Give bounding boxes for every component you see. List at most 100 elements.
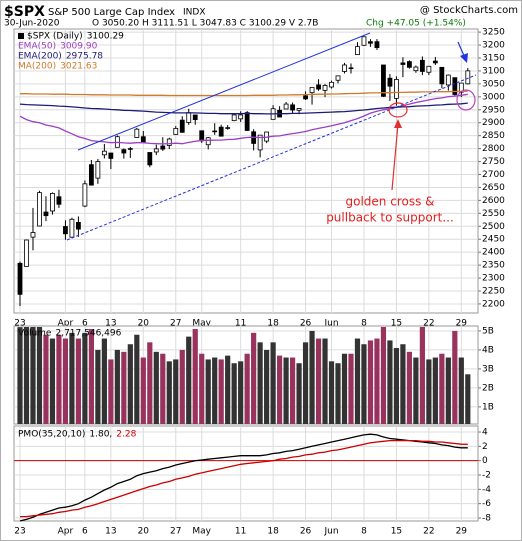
y-tick-label: 5B (482, 326, 494, 336)
volume-bar (257, 342, 263, 424)
x-tick-label: 15 (391, 527, 402, 537)
y-tick-label: 0 (482, 456, 488, 466)
candle-body (30, 232, 36, 238)
candle-body (147, 152, 153, 166)
volume-bar (140, 357, 146, 424)
candle-body (127, 148, 133, 150)
volume-bar (374, 338, 380, 424)
y-tick-label: -8 (482, 513, 491, 523)
candle-body (101, 150, 107, 156)
source: @ StockCharts.com (420, 5, 518, 16)
y-tick-label: 2400 (482, 248, 505, 258)
candle-body (108, 152, 114, 159)
volume-bar (17, 327, 23, 424)
line-series (19, 102, 468, 115)
volume-bar (62, 338, 69, 424)
volume-bar (270, 342, 276, 424)
candle-body (218, 126, 224, 137)
line-series (20, 439, 468, 518)
candle-body (303, 95, 308, 100)
volume-bar (134, 334, 140, 424)
candle-body (426, 65, 432, 73)
x-tick-label: 13 (105, 527, 116, 537)
y-tick-label: -4 (482, 485, 491, 495)
y-tick-label: 3250 (482, 28, 505, 38)
line-series (20, 90, 468, 97)
volume-bar (121, 351, 127, 424)
candle-body (63, 226, 68, 235)
candle-body (283, 103, 289, 110)
candle-body (88, 164, 94, 186)
candle-body (17, 262, 23, 295)
exchange: INDX (183, 8, 205, 18)
volume-bar (173, 359, 179, 424)
y-tick-label: 2700 (482, 170, 505, 180)
candle-body (69, 218, 75, 238)
volume-bar (88, 329, 94, 424)
y-tick-label: 2900 (482, 118, 505, 128)
y-tick-label: 3100 (482, 66, 505, 76)
volume-bar (406, 351, 412, 424)
legend-label: $SPX (Daily) (27, 32, 83, 42)
x-tick-label: May (192, 527, 211, 537)
candle-body (290, 104, 295, 111)
legend-label: MA(200) (18, 62, 56, 72)
panel (13, 28, 479, 314)
x-tick-label: 22 (423, 319, 434, 329)
x-tick-label: 8 (361, 527, 367, 537)
candle-body (199, 130, 205, 142)
trend-line (66, 74, 477, 241)
x-tick-label: 18 (267, 527, 279, 537)
symbol: $SPX (4, 4, 45, 20)
volume-bar (289, 357, 296, 424)
volume-bar (108, 359, 114, 424)
legend-label: 2.28 (116, 430, 136, 440)
volume-bar (75, 338, 82, 424)
candle-body (179, 119, 185, 133)
volume-bar (160, 353, 166, 424)
volume-bar (49, 338, 56, 424)
volume-bar (147, 342, 153, 424)
legend-label: 1.80, (89, 430, 112, 440)
y-tick-label: 2 (482, 442, 488, 452)
candle-body (43, 211, 49, 217)
volume-bar (432, 357, 438, 424)
x-tick-label: Jun (323, 319, 338, 329)
y-tick-label: 2300 (482, 274, 505, 284)
volume-bar (205, 359, 211, 424)
change: Chg +47.05 (+1.54%) (366, 19, 466, 29)
volume-bar (218, 359, 224, 424)
volume-bar (238, 361, 244, 424)
volume-bar (56, 334, 62, 424)
candle-body (160, 145, 166, 150)
x-tick-label: Apr (58, 527, 74, 537)
volume-bar (445, 357, 451, 424)
x-tick-label: May (192, 319, 211, 329)
candle-body (439, 66, 445, 85)
candle-body (186, 112, 192, 123)
candle-body (465, 70, 471, 85)
candle-body (387, 77, 393, 87)
y-tick-label: 2650 (482, 183, 505, 193)
y-tick-label: 3200 (482, 41, 505, 51)
candle-body (296, 108, 302, 111)
x-tick-label: 11 (235, 527, 246, 537)
y-tick-label: 2500 (482, 222, 505, 232)
volume-bar (341, 353, 348, 424)
volume-bar (225, 355, 231, 424)
y-tick-label: -6 (482, 499, 491, 509)
volume-bar (413, 357, 419, 424)
volume-bar (458, 357, 464, 424)
x-tick-label: 29 (456, 527, 468, 537)
x-tick-label: 8 (361, 319, 367, 329)
x-tick-label: Apr (58, 319, 74, 329)
x-tick-label: 6 (82, 527, 88, 537)
y-tick-label: 2950 (482, 105, 505, 115)
candle-body (56, 196, 62, 205)
candle-body (348, 67, 354, 70)
volume-bar (354, 338, 361, 424)
y-tick-label: 2200 (482, 299, 505, 309)
volume-bar (309, 330, 315, 424)
volume-bar (465, 374, 471, 424)
y-tick-label: 3000 (482, 92, 505, 102)
